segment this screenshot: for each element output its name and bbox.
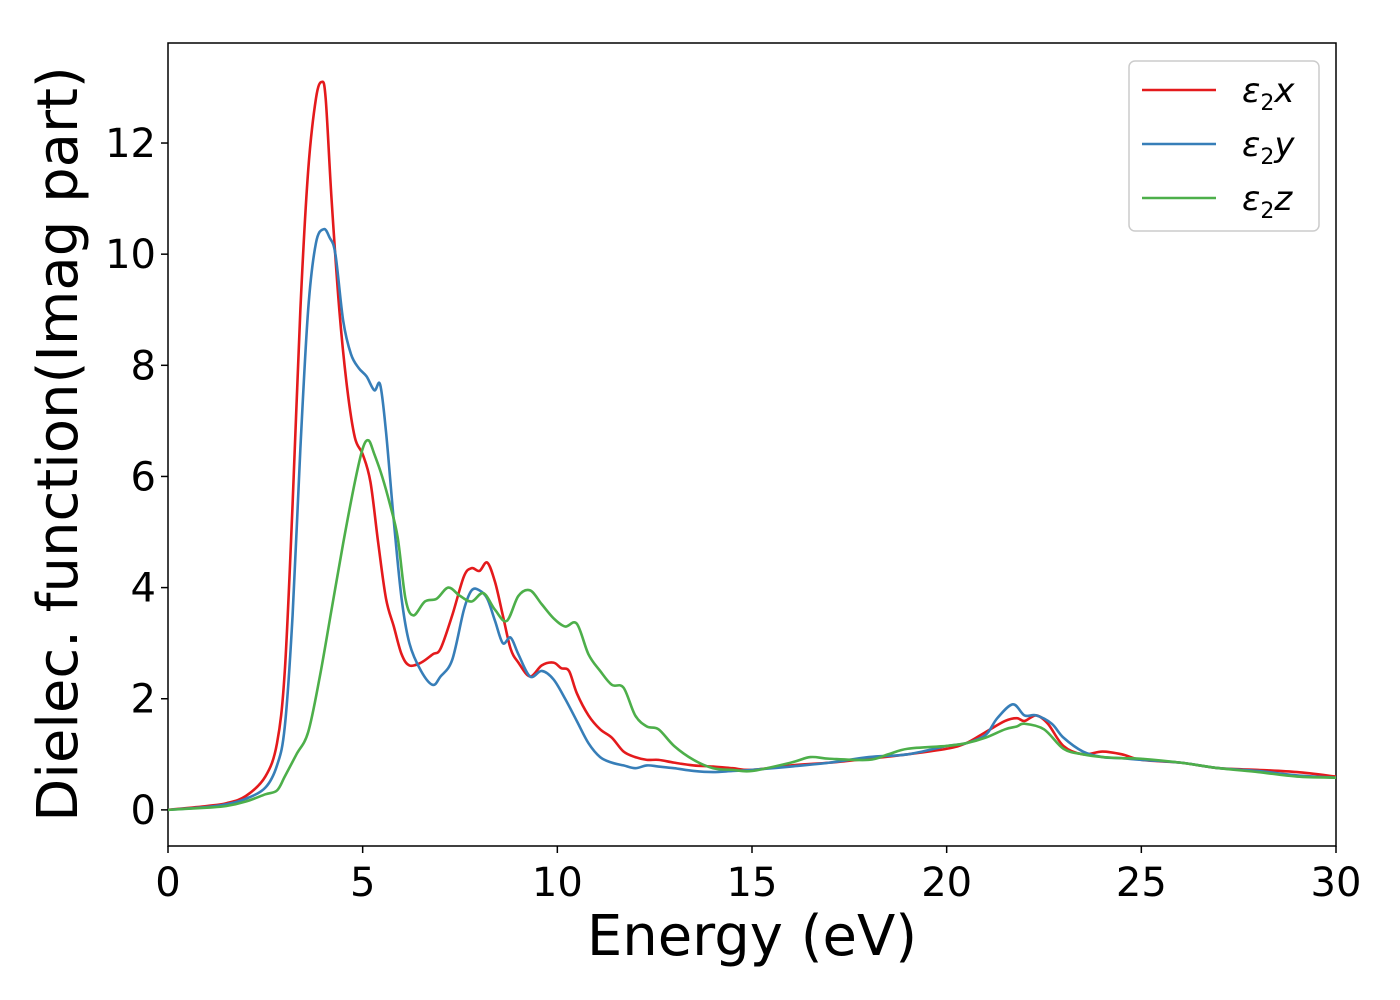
y-tick-label: 2 [131, 677, 156, 723]
x-tick-label: 20 [921, 860, 972, 906]
legend-label-x: ε2x [1242, 71, 1295, 116]
y-axis-ticks: 0 2 4 6 8 10 12 [105, 121, 168, 834]
y-tick-label: 4 [131, 566, 156, 612]
x-tick-label: 10 [532, 860, 583, 906]
legend-label-z: ε2z [1242, 179, 1293, 224]
series-layer [168, 80, 1336, 812]
y-tick-label: 10 [105, 232, 156, 278]
legend-label-y: ε2y [1242, 125, 1295, 170]
legend-box [1128, 60, 1320, 232]
x-tick-label: 30 [1311, 860, 1362, 906]
x-axis-title: Energy (eV) [587, 904, 917, 969]
x-tick-label: 5 [350, 860, 375, 906]
x-tick-label: 0 [155, 860, 180, 906]
x-axis-ticks: 0 5 10 15 20 25 30 [155, 846, 1361, 906]
y-axis-title: Dielec. function(Imag part) [26, 66, 91, 822]
y-tick-label: 0 [131, 788, 156, 834]
y-tick-label: 8 [131, 343, 156, 389]
y-tick-label: 12 [105, 121, 156, 167]
legend: ε2x ε2y ε2z [1128, 60, 1320, 232]
series-line-y [168, 227, 1336, 812]
y-tick-label: 6 [131, 454, 156, 500]
x-tick-label: 15 [727, 860, 778, 906]
x-tick-label: 25 [1116, 860, 1167, 906]
series-line-z [168, 438, 1336, 812]
